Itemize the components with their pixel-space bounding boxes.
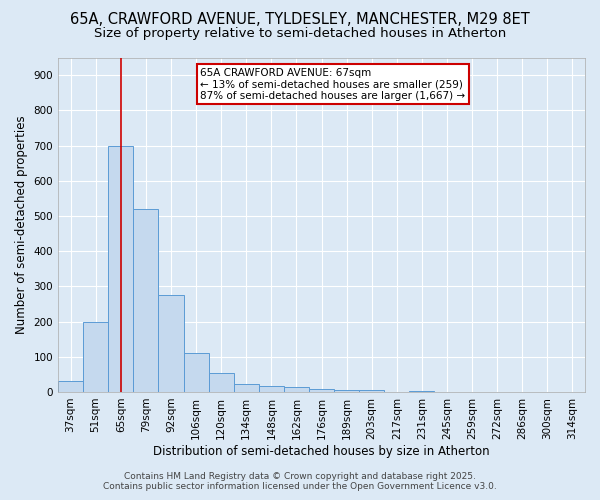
Bar [233,384,259,392]
Bar [108,146,133,392]
Y-axis label: Number of semi-detached properties: Number of semi-detached properties [15,116,28,334]
Text: Contains HM Land Registry data © Crown copyright and database right 2025.
Contai: Contains HM Land Registry data © Crown c… [103,472,497,491]
Bar [209,372,233,392]
Bar [58,382,83,392]
Bar [184,353,209,392]
Bar [133,209,158,392]
Bar [309,389,334,392]
Bar [359,390,384,392]
Text: 65A, CRAWFORD AVENUE, TYLDESLEY, MANCHESTER, M29 8ET: 65A, CRAWFORD AVENUE, TYLDESLEY, MANCHES… [70,12,530,28]
X-axis label: Distribution of semi-detached houses by size in Atherton: Distribution of semi-detached houses by … [153,444,490,458]
Bar [158,295,184,392]
Bar [334,390,359,392]
Bar [259,386,284,392]
Text: Size of property relative to semi-detached houses in Atherton: Size of property relative to semi-detach… [94,26,506,40]
Text: 65A CRAWFORD AVENUE: 67sqm
← 13% of semi-detached houses are smaller (259)
87% o: 65A CRAWFORD AVENUE: 67sqm ← 13% of semi… [200,68,466,100]
Bar [284,387,309,392]
Bar [83,322,108,392]
